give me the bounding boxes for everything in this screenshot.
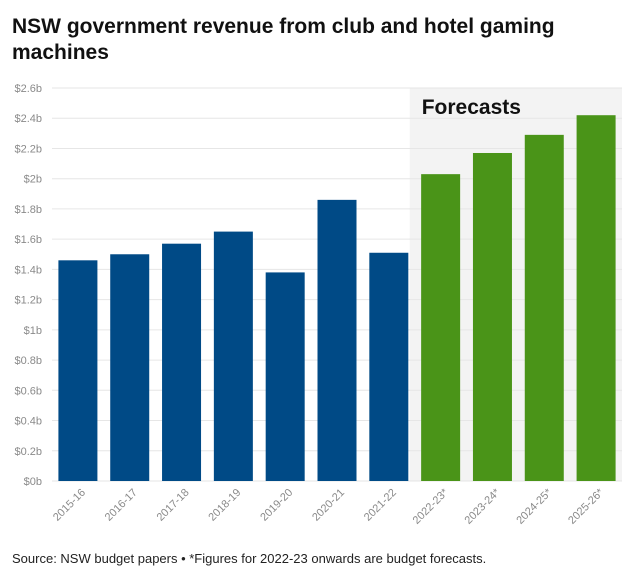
x-tick-label: 2019-20 (258, 487, 295, 524)
bar (472, 152, 512, 481)
x-tick-label: 2021-22 (362, 487, 399, 524)
bar (58, 260, 98, 481)
source-note: Source: NSW budget papers • *Figures for… (12, 551, 487, 566)
y-tick-label: $2b (24, 174, 42, 186)
bar (369, 252, 409, 481)
y-tick-label: $1.8b (14, 204, 42, 216)
bar (524, 134, 564, 481)
chart-title: NSW government revenue from club and hot… (12, 15, 555, 64)
x-tick-label: 2023-24* (463, 486, 504, 527)
y-tick-label: $2.6b (14, 83, 42, 95)
y-tick-label: $0.6b (14, 385, 42, 397)
y-tick-label: $0.8b (14, 355, 42, 367)
forecast-label: Forecasts (422, 96, 521, 119)
bar (421, 174, 461, 481)
bar (317, 199, 357, 481)
x-tick-label: 2024-25* (514, 486, 555, 527)
bar (162, 243, 202, 481)
x-tick-label: 2015-16 (51, 487, 88, 524)
bar (213, 231, 253, 481)
y-tick-label: $2.2b (14, 143, 42, 155)
bar (576, 115, 616, 481)
x-tick-label: 2020-21 (310, 487, 347, 524)
y-tick-label: $0.4b (14, 416, 42, 428)
y-tick-label: $0.2b (14, 446, 42, 458)
bar (110, 254, 150, 481)
y-tick-label: $1b (24, 325, 42, 337)
x-tick-label: 2016-17 (103, 487, 140, 524)
y-tick-label: $1.4b (14, 264, 42, 276)
x-tick-label: 2025-26* (566, 486, 607, 527)
y-tick-label: $2.4b (14, 113, 42, 125)
y-tick-label: $0b (24, 476, 42, 488)
y-tick-label: $1.6b (14, 234, 42, 246)
x-tick-label: 2022-23* (411, 486, 452, 527)
x-tick-label: 2017-18 (155, 487, 192, 524)
bar (265, 272, 305, 481)
y-tick-label: $1.2b (14, 295, 42, 307)
x-tick-label: 2018-19 (206, 487, 243, 524)
